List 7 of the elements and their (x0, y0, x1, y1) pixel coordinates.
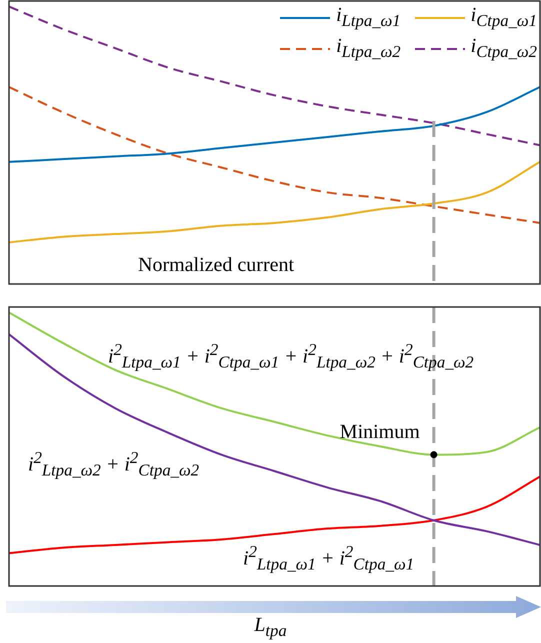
legend-label: i$_{Ctpa_ω2}$ (470, 35, 537, 62)
x-axis-title: L$_{tpa}$ (253, 614, 288, 641)
legend-label: i$_{Ltpa_ω2}$ (336, 35, 401, 62)
annotation: Normalized current (138, 254, 294, 277)
annotation: Minimum (340, 420, 420, 443)
legend-label: i$_{Ltpa_ω1}$ (336, 4, 401, 31)
legend-label: i$_{Ctpa_ω1}$ (470, 4, 537, 31)
